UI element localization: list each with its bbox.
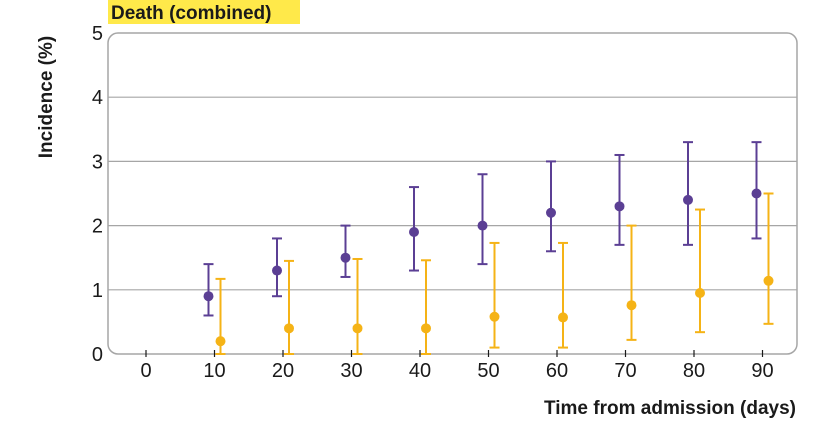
data-point xyxy=(763,275,774,286)
data-point xyxy=(284,323,294,334)
y-tick-label: 1 xyxy=(92,280,103,302)
y-tick-label: 0 xyxy=(92,344,103,366)
x-axis-title: Time from admission (days) xyxy=(544,398,796,419)
chart-title-highlight xyxy=(108,0,300,24)
data-point xyxy=(558,312,568,323)
data-point xyxy=(683,194,693,205)
data-point xyxy=(421,323,431,334)
y-tick-label: 4 xyxy=(92,87,103,109)
data-point xyxy=(203,291,214,302)
y-tick-label: 2 xyxy=(92,216,103,238)
data-point xyxy=(340,252,351,263)
x-tick-label: 30 xyxy=(340,360,362,382)
data-point xyxy=(352,323,363,334)
data-point xyxy=(409,227,419,238)
plot-frame xyxy=(107,32,798,355)
series-1 xyxy=(203,141,762,317)
y-tick-label: 3 xyxy=(92,151,103,173)
data-point xyxy=(215,336,226,347)
chart-title: Death (combined) xyxy=(111,3,271,24)
data-point xyxy=(751,188,762,199)
y-tick-label: 5 xyxy=(92,23,103,45)
data-point xyxy=(489,311,500,322)
x-tick-label: 70 xyxy=(614,360,636,382)
x-tick-label: 10 xyxy=(203,360,225,382)
data-point xyxy=(477,220,488,231)
data-point xyxy=(695,288,705,299)
data-point xyxy=(614,201,625,212)
data-point xyxy=(626,300,637,311)
x-tick-label: 0 xyxy=(140,360,151,382)
series-2 xyxy=(215,192,774,355)
x-tick-label: 50 xyxy=(477,360,499,382)
x-tick-label: 40 xyxy=(409,360,431,382)
y-axis-title: Incidence (%) xyxy=(36,36,57,158)
x-tick-label: 20 xyxy=(272,360,294,382)
data-point xyxy=(272,265,282,276)
x-tick-label: 60 xyxy=(546,360,568,382)
x-tick-label: 80 xyxy=(683,360,705,382)
data-point xyxy=(546,207,556,218)
x-tick-label: 90 xyxy=(751,360,773,382)
